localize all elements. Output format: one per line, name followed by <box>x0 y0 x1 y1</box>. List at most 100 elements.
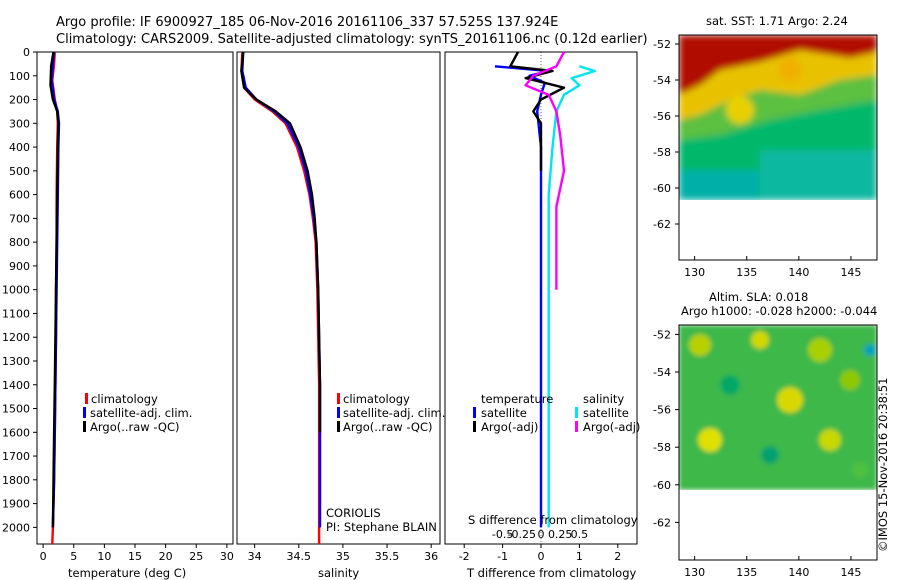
x-tick-label: 34 <box>248 550 262 563</box>
figure-title-line2: Climatology: CARS2009. Satellite-adjuste… <box>56 32 648 47</box>
legend-swatch-t-argo <box>473 421 476 432</box>
sst-map-frame <box>678 34 878 261</box>
map-y-tick-label: -62 <box>653 218 671 231</box>
map-x-tick-label: 130 <box>684 566 705 579</box>
depth-tick-label: 200 <box>9 94 30 107</box>
x-tick-label: 35.5 <box>375 550 400 563</box>
legend-label-t-argo: Argo(-adj) <box>481 420 538 434</box>
map-y-tick-label: -52 <box>653 38 671 51</box>
salinity-xlabel: salinity <box>318 566 359 580</box>
map-y-tick-label: -60 <box>653 479 671 492</box>
sst-no-data <box>679 200 877 260</box>
map-x-tick-label: 135 <box>736 566 757 579</box>
x-tick-label: 2 <box>614 550 621 563</box>
difference-plot: -2 -1 0 1 2 -0.5-0.25 0 0.250.5 <box>459 51 621 563</box>
depth-tick-label: 400 <box>9 141 30 154</box>
s-diff-tick-label: 0.25 <box>548 528 573 541</box>
series-line-satellite-adj-clim <box>241 51 322 528</box>
legend-label-argo: Argo(..raw -QC) <box>343 420 433 434</box>
depth-tick-label: 700 <box>9 212 30 225</box>
salinity-legend: climatology satellite-adj. clim. Argo(..… <box>337 392 445 434</box>
x-tick-label: 0 <box>538 550 545 563</box>
map-x-tick-label: 140 <box>788 566 809 579</box>
x-tick-label: 20 <box>159 550 173 563</box>
legend-label-satellite: satellite-adj. clim. <box>343 406 445 420</box>
series-line-argo-raw-qc <box>240 51 322 433</box>
legend-swatch-satellite <box>83 407 86 418</box>
x-tick-label: 36 <box>424 550 438 563</box>
x-tick-label: 5 <box>70 550 77 563</box>
legend-swatch-s-argo <box>575 421 578 432</box>
difference-legend: temperature salinity satellite Argo(-adj… <box>473 392 640 434</box>
sla-map-subtitle: Argo h1000: -0.028 h2000: -0.044 <box>681 304 877 318</box>
map-x-tick-label: 135 <box>736 266 757 279</box>
legend-swatch-satellite <box>337 407 340 418</box>
legend-swatch-climatology <box>337 393 340 404</box>
x-tick-label: 30 <box>220 550 234 563</box>
series-line-argo-adj <box>509 51 566 171</box>
map-x-tick-label: 130 <box>684 266 705 279</box>
map-y-tick-label: -58 <box>653 441 671 454</box>
sst-map-title: sat. SST: 1.71 Argo: 2.24 <box>706 14 848 28</box>
salinity-plot-frame <box>236 51 441 545</box>
figure-title-line1: Argo profile: IF 6900927_185 06-Nov-2016… <box>56 15 558 30</box>
x-tick-label: 0 <box>40 550 47 563</box>
legend-label-climatology: climatology <box>91 392 158 406</box>
pi-label: PI: Stephane BLAIN <box>326 520 437 534</box>
legend-header-salinity: salinity <box>583 392 624 406</box>
s-diff-tick-label: 0.5 <box>571 528 589 541</box>
series-line-argo-raw-qc <box>49 51 60 528</box>
temperature-legend: climatology satellite-adj. clim. Argo(..… <box>83 392 192 434</box>
sst-map-axes: 130 135 140 145 -52 -54 -56 -58 -60 -62 <box>653 38 861 279</box>
legend-label-climatology: climatology <box>343 392 410 406</box>
temperature-plot: 0 5 10 15 20 25 30 <box>40 51 234 563</box>
x-tick-label: 34.5 <box>287 550 312 563</box>
x-tick-label: 25 <box>189 550 203 563</box>
depth-tick-label: 1200 <box>2 331 30 344</box>
depth-tick-label: 1900 <box>2 498 30 511</box>
s-diff-tick-label: -0.25 <box>508 528 536 541</box>
depth-tick-label: 1400 <box>2 379 30 392</box>
x-tick-label: 15 <box>128 550 142 563</box>
depth-tick-label: 1300 <box>2 355 30 368</box>
series-line-satellite <box>547 65 596 528</box>
s-diff-tick-label: 0 <box>538 528 545 541</box>
x-tick-label: -1 <box>497 550 508 563</box>
depth-tick-label: 900 <box>9 260 30 273</box>
x-tick-label: 1 <box>576 550 583 563</box>
depth-tick-label: 500 <box>9 165 30 178</box>
legend-swatch-t-satellite <box>473 407 476 418</box>
legend-label-t-satellite: satellite <box>481 406 527 420</box>
depth-tick-label: 2000 <box>2 521 30 534</box>
x-tick-label: -2 <box>459 550 470 563</box>
x-tick-label: 35 <box>336 550 350 563</box>
legend-header-temperature: temperature <box>481 392 553 406</box>
sla-heatmap-field <box>679 325 877 490</box>
salinity-plot: 34 34.5 35 35.5 36 <box>240 51 438 563</box>
s-diff-tick-label: -0.5 <box>492 528 513 541</box>
depth-tick-label: 1700 <box>2 450 30 463</box>
legend-swatch-argo <box>83 421 86 432</box>
sla-map-frame <box>678 324 878 561</box>
temperature-plot-frame <box>36 51 234 545</box>
legend-label-satellite: satellite-adj. clim. <box>90 406 192 420</box>
imos-timestamp: ©IMOS 15-Nov-2016 20:38:51 <box>876 378 890 552</box>
map-y-tick-label: -62 <box>653 516 671 529</box>
depth-tick-label: 1100 <box>2 307 30 320</box>
legend-swatch-climatology <box>85 393 88 404</box>
map-y-tick-label: -54 <box>653 74 671 87</box>
depth-tick-label: 1600 <box>2 426 30 439</box>
map-y-tick-label: -56 <box>653 110 671 123</box>
sla-map-title: Altim. SLA: 0.018 <box>709 290 808 304</box>
legend-swatch-s-satellite <box>575 407 578 418</box>
data-center-label: CORIOLIS <box>326 506 381 520</box>
depth-axis: 0 100 200 300 400 500 600 700 800 900 1000 1100 1200… <box>2 46 37 534</box>
sst-heatmap <box>679 35 877 260</box>
s-difference-label: S difference from climatology <box>468 513 638 527</box>
depth-tick-label: 300 <box>9 117 30 130</box>
depth-tick-label: 1000 <box>2 284 30 297</box>
sla-heatmap <box>679 325 877 490</box>
temperature-xlabel: temperature (deg C) <box>68 566 186 580</box>
depth-tick-label: 0 <box>23 46 30 59</box>
